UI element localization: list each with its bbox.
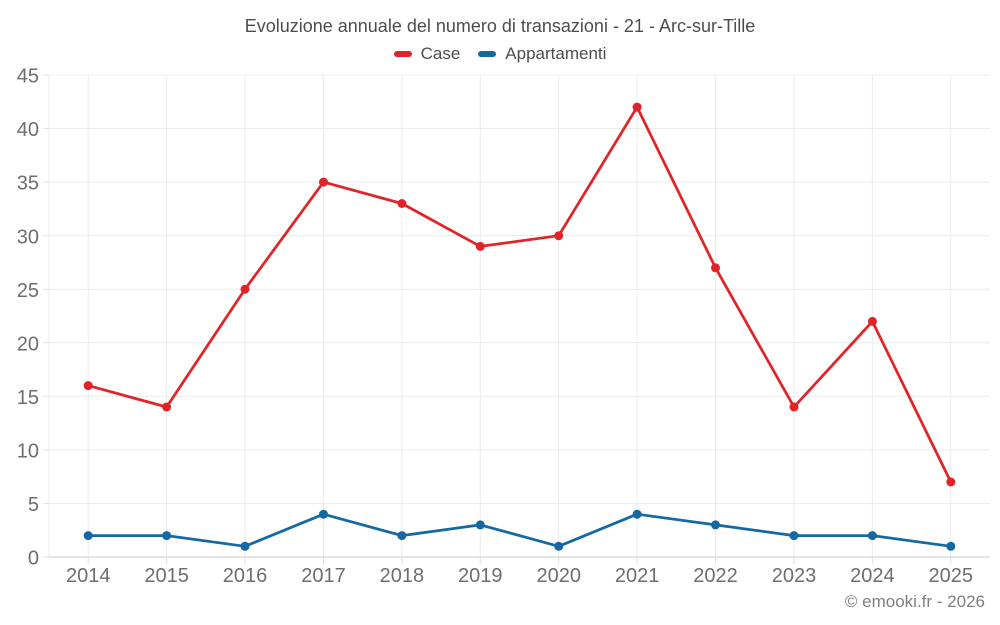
data-point-case-2015[interactable] (162, 402, 172, 412)
data-point-appartamenti-2015[interactable] (162, 531, 172, 541)
data-point-case-2019[interactable] (475, 241, 485, 251)
data-point-appartamenti-2018[interactable] (397, 531, 407, 541)
data-point-appartamenti-2025[interactable] (946, 541, 956, 551)
data-point-appartamenti-2022[interactable] (711, 520, 720, 530)
y-axis-label: 35 (17, 173, 39, 195)
x-axis-label: 2025 (929, 565, 974, 587)
data-point-case-2022[interactable] (711, 263, 720, 273)
legend-label-appartamenti: Appartamenti (505, 44, 607, 63)
data-point-appartamenti-2019[interactable] (475, 520, 485, 530)
data-point-appartamenti-2021[interactable] (632, 509, 642, 519)
data-point-case-2023[interactable] (789, 402, 799, 412)
chart-legend: Case Appartamenti (0, 44, 1000, 64)
data-point-appartamenti-2023[interactable] (789, 531, 799, 541)
data-point-case-2018[interactable] (397, 199, 407, 208)
copyright-footer: © emooki.fr - 2026 (844, 592, 985, 611)
x-axis-label: 2014 (66, 565, 111, 587)
x-axis-label: 2015 (144, 565, 189, 587)
y-axis-label: 40 (17, 119, 39, 141)
data-point-appartamenti-2016[interactable] (240, 541, 250, 551)
data-point-case-2024[interactable] (867, 316, 877, 326)
legend-item-appartamenti[interactable]: Appartamenti (478, 44, 606, 64)
legend-marker-case (393, 51, 412, 57)
y-axis-label: 10 (17, 440, 39, 462)
x-axis-label: 2018 (380, 565, 425, 587)
y-axis-label: 0 (28, 548, 39, 570)
x-axis-label: 2019 (458, 565, 503, 587)
data-point-appartamenti-2014[interactable] (83, 531, 93, 541)
data-point-case-2017[interactable] (319, 177, 328, 187)
x-axis-label: 2020 (536, 565, 581, 587)
chart-title: Evoluzione annuale del numero di transaz… (244, 16, 756, 36)
data-point-case-2014[interactable] (83, 381, 93, 391)
data-point-appartamenti-2017[interactable] (319, 509, 328, 519)
x-axis-label: 2023 (772, 565, 817, 587)
y-axis-label: 20 (17, 333, 39, 355)
x-axis-label: 2016 (223, 565, 268, 587)
series-line-appartamenti (86, 512, 953, 548)
data-point-case-2021[interactable] (632, 102, 642, 112)
data-point-case-2025[interactable] (946, 477, 956, 487)
y-axis-label: 30 (17, 226, 39, 248)
x-axis-label: 2017 (301, 565, 346, 587)
legend-marker-appartamenti (478, 51, 497, 57)
y-axis-label: 15 (17, 387, 39, 409)
data-point-appartamenti-2020[interactable] (554, 541, 564, 551)
data-point-case-2016[interactable] (240, 284, 250, 294)
data-point-appartamenti-2024[interactable] (867, 531, 877, 541)
data-point-case-2020[interactable] (554, 231, 564, 241)
x-axis-label: 2021 (615, 565, 660, 587)
x-axis-label: 2022 (693, 565, 738, 587)
legend-label-case: Case (420, 44, 461, 63)
legend-item-case[interactable]: Case (393, 44, 461, 64)
y-axis-label: 25 (17, 280, 39, 302)
y-axis-label: 45 (17, 66, 39, 88)
y-axis-label: 5 (28, 494, 39, 516)
series-line-case (86, 105, 953, 484)
x-axis-label: 2024 (850, 565, 895, 587)
